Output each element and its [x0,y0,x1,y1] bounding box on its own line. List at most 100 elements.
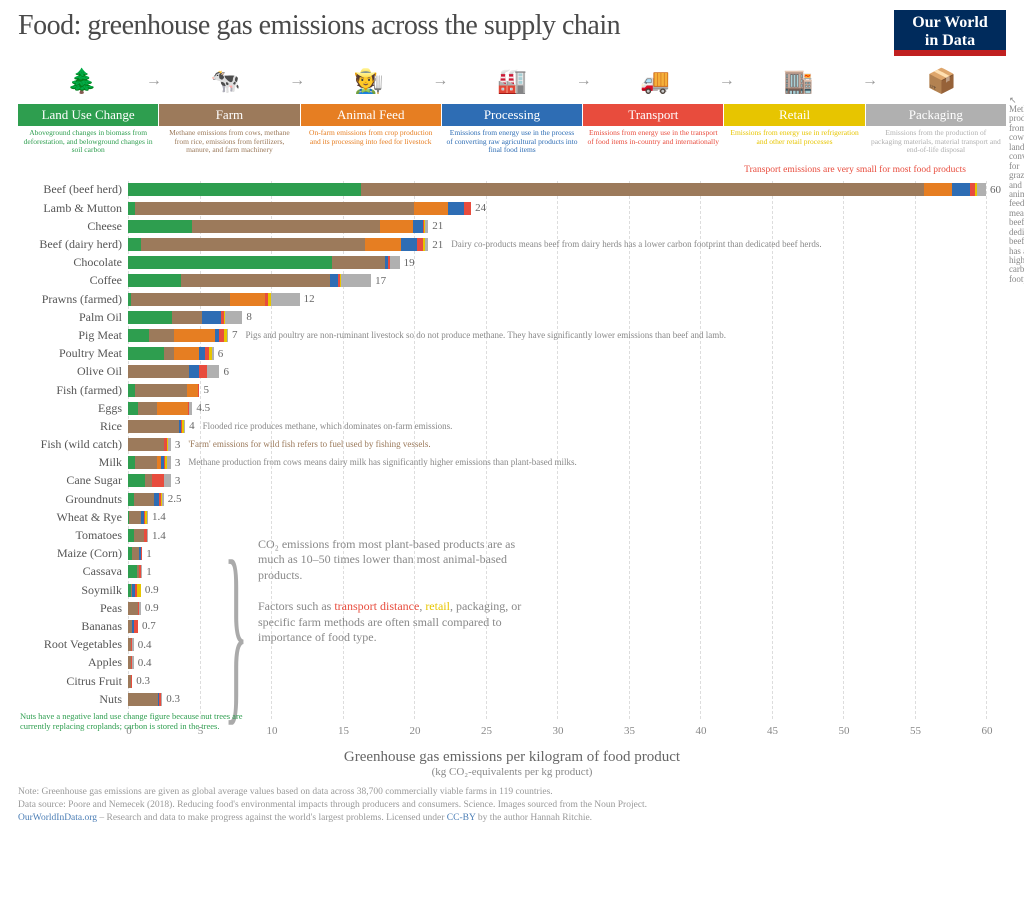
bar-row: Cheese21 [128,217,986,235]
header: Food: greenhouse gas emissions across th… [18,10,1006,56]
bar-row: Beef (beef herd)60↖ Methane production f… [128,181,986,199]
owid-logo: Our World in Data [894,10,1006,56]
category-header-farm: FarmMethane emissions from cows, methane… [159,104,299,155]
x-tick: 60 [982,725,993,737]
bar-segment-proc [202,311,221,324]
row-label: Groundnuts [18,492,128,507]
bar-segment-feed [380,220,413,233]
bar-value: 19 [404,257,415,269]
bar-segment-pack [184,420,185,433]
owid-link[interactable]: OurWorldInData.org [18,813,97,823]
bar-row: Root Vegetables0.4 [128,636,986,654]
x-axis-sublabel: (kg CO₂-equivalents per kg product) [18,766,1006,778]
bar-row: Cane Sugar3 [128,472,986,490]
bar-segment-trans [134,620,138,633]
stacked-bar [128,256,400,269]
arrow-icon: → [146,72,162,90]
bar-segment-pack [147,529,148,542]
category-icon-proc: 🏭 [467,62,557,100]
bar-row: Coffee17 [128,272,986,290]
bar-row: Tomatoes1.4 [128,526,986,544]
bar-segment-feed [157,402,188,415]
bar-segment-pack [132,638,133,651]
bar-segment-retail [137,584,141,597]
bar-segment-pack [212,347,213,360]
bar-segment-proc [952,183,971,196]
chart-rows: Beef (beef herd)60↖ Methane production f… [128,181,986,708]
stacked-bar [128,493,164,506]
row-label: Soymilk [18,583,128,598]
row-label: Peas [18,601,128,616]
bar-value: 60 [990,184,1001,196]
x-tick: 15 [338,725,349,737]
category-label: Packaging [866,104,1006,126]
bar-value: 3 [175,439,181,451]
bar-segment-farm [192,220,379,233]
license-link[interactable]: CC-BY [447,813,476,823]
bar-row: Milk3Methane production from cows means … [128,454,986,472]
row-label: Cheese [18,219,128,234]
row-label: Coffee [18,273,128,288]
footnotes: Note: Greenhouse gas emissions are given… [18,786,1006,824]
bar-row: Soymilk0.9 [128,581,986,599]
bar-segment-pack [164,474,171,487]
stacked-bar [128,347,214,360]
x-tick: 30 [553,725,564,737]
row-label: Fish (wild catch) [18,437,128,452]
stacked-bar [128,274,371,287]
row-annotation: Flooded rice produces methane, which dom… [203,422,453,431]
stacked-bar [128,238,428,251]
stacked-bar [128,293,300,306]
top-annotation: Transport emissions are very small for m… [744,165,966,175]
bar-segment-pack [132,656,133,669]
row-annotation: Pigs and poultry are non-ruminant livest… [246,331,726,340]
bar-segment-farm [361,183,924,196]
bar-segment-land [128,220,192,233]
row-label: Fish (farmed) [18,383,128,398]
bar-segment-pack [147,511,148,524]
bar-segment-farm [141,238,366,251]
bar-segment-pack [168,438,171,451]
category-icon-farm: 🐄 [181,62,271,100]
category-label: Transport [583,104,723,126]
bar-segment-pack [207,365,220,378]
bar-segment-land [128,384,135,397]
bar-value: 4.5 [196,402,210,414]
bar-segment-trans [141,547,142,560]
stacked-bar [128,602,141,615]
bar-segment-proc [401,238,417,251]
row-label: Cassava [18,564,128,579]
stacked-bar [128,584,141,597]
arrow-icon: → [289,72,305,90]
x-tick: 50 [839,725,850,737]
category-header-feed: Animal FeedOn-farm emissions from crop p… [301,104,441,155]
bar-value: 6 [223,366,229,378]
category-desc: Emissions from energy use in refrigerati… [724,126,864,146]
arrow-icon: → [862,72,878,90]
footnote-line: OurWorldInData.org – Research and data t… [18,812,1006,825]
bar-segment-farm [128,438,164,451]
bar-value: 0.3 [136,675,150,687]
bar-segment-pack [161,693,162,706]
bar-segment-feed [230,293,266,306]
bar-segment-farm [134,493,154,506]
stacked-bar [128,329,228,342]
category-header-proc: ProcessingEmissions from energy use in t… [442,104,582,155]
stacked-bar [128,220,428,233]
bar-value: 3 [175,475,181,487]
row-label: Eggs [18,401,128,416]
category-label: Animal Feed [301,104,441,126]
bar-row: Poultry Meat6 [128,345,986,363]
category-label: Land Use Change [18,104,158,126]
bar-segment-feed [924,183,951,196]
bar-segment-pack [167,456,171,469]
stacked-bar [128,693,162,706]
stacked-bar [128,438,171,451]
bar-segment-land [128,329,149,342]
arrow-icon: → [576,72,592,90]
stacked-bar [128,529,148,542]
logo-line-1: Our World [894,14,1006,32]
stacked-bar [128,511,148,524]
bar-segment-trans [152,474,163,487]
row-label: Poultry Meat [18,346,128,361]
